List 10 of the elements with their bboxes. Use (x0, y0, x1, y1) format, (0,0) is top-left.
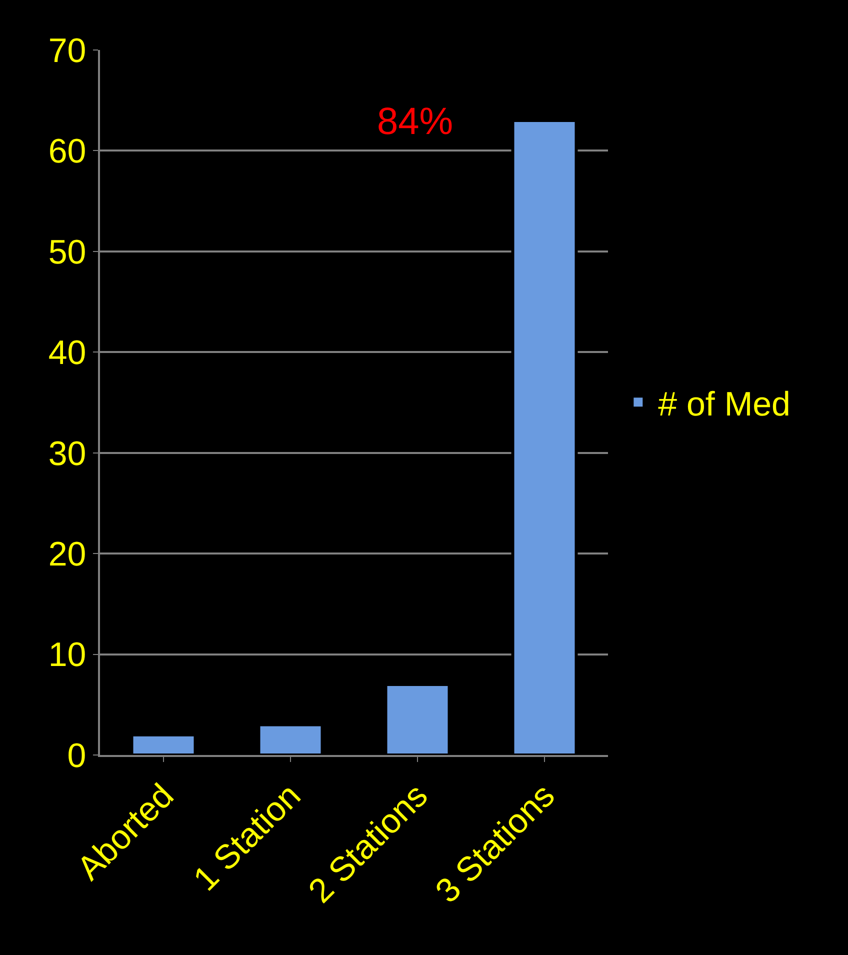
y-tick-label: 50 (48, 233, 86, 272)
y-tick-label: 70 (48, 32, 86, 70)
y-tick-label: 40 (48, 334, 86, 372)
y-tick-label: 20 (48, 535, 86, 574)
y-tick-label: 10 (48, 636, 86, 674)
annotation: 84% (377, 101, 454, 143)
y-tick-label: 0 (67, 736, 86, 775)
legend-label: # of Med (658, 385, 790, 424)
y-tick-label: 60 (48, 132, 86, 171)
y-tick-label: 30 (48, 434, 86, 473)
